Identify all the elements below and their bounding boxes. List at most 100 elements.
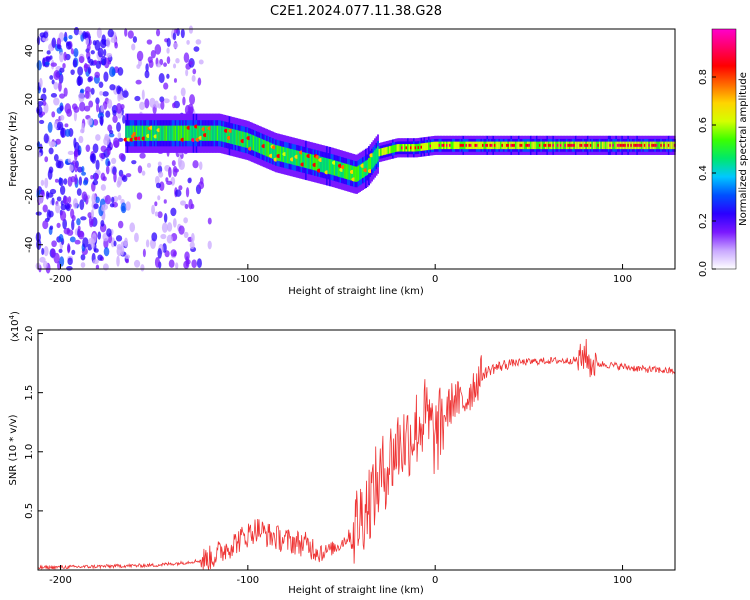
heatmap-noise-cell bbox=[44, 177, 49, 189]
heatmap-noise-cell bbox=[83, 179, 88, 186]
heatmap-noise-cell bbox=[59, 256, 65, 267]
heatmap-band-cell bbox=[257, 137, 260, 153]
heatmap-band-cell bbox=[553, 141, 556, 150]
heatmap-peak-cell bbox=[583, 143, 586, 147]
heatmap-noise-cell bbox=[66, 227, 71, 234]
heatmap-noise-cell bbox=[207, 217, 212, 225]
heatmap-peak-cell bbox=[571, 143, 574, 147]
heatmap-band-cell bbox=[498, 141, 501, 150]
heatmap-noise-cell bbox=[70, 48, 74, 55]
heatmap-noise-cell bbox=[74, 148, 78, 157]
heatmap-band-cell bbox=[183, 125, 186, 141]
heatmap-band-cell bbox=[291, 149, 294, 165]
heatmap-noise-cell bbox=[172, 42, 179, 49]
heatmap-band-cell bbox=[252, 135, 255, 151]
heatmap-band-cell bbox=[582, 141, 585, 150]
heatmap-band-cell bbox=[666, 141, 669, 150]
heatmap-noise-cell bbox=[154, 201, 158, 207]
heatmap-noise-cell bbox=[68, 35, 73, 40]
heatmap-noise-cell bbox=[173, 63, 177, 69]
heatmap-peak-cell bbox=[490, 143, 493, 147]
heatmap-noise-cell bbox=[74, 239, 81, 245]
heatmap-noise-cell bbox=[166, 73, 170, 79]
heatmap-noise-cell bbox=[58, 248, 63, 254]
heatmap-band-cell bbox=[321, 157, 324, 173]
heatmap-noise-cell bbox=[127, 30, 134, 39]
heatmap-band-cell bbox=[437, 141, 439, 150]
heatmap-band-cell bbox=[176, 125, 179, 141]
heatmap-noise-cell bbox=[37, 101, 44, 107]
heatmap-noise-cell bbox=[56, 196, 62, 202]
heatmap-band-cell bbox=[425, 142, 427, 151]
heatmap-band-cell bbox=[360, 163, 363, 179]
heatmap-noise-cell bbox=[73, 106, 80, 113]
heatmap-noise-cell bbox=[91, 193, 96, 205]
heatmap-band-cell bbox=[260, 138, 263, 154]
heatmap-frame bbox=[37, 28, 676, 270]
heatmap-y-tick-label: 0 bbox=[24, 145, 35, 151]
heatmap-noise-cell bbox=[183, 217, 188, 224]
heatmap-noise-cell bbox=[170, 207, 177, 217]
heatmap-band-cell bbox=[342, 162, 345, 179]
heatmap-noise-cell bbox=[187, 177, 192, 184]
heatmap-noise-cell bbox=[133, 259, 141, 268]
heatmap-band-cell bbox=[447, 141, 450, 150]
heatmap-noise-cell bbox=[117, 132, 122, 139]
heatmap-noise-cell bbox=[163, 98, 170, 104]
heatmap-band-cell bbox=[243, 132, 246, 148]
heatmap-noise-cell bbox=[198, 161, 203, 171]
heatmap-noise-cell bbox=[87, 66, 92, 75]
heatmap-noise-cell bbox=[59, 51, 64, 63]
heatmap-band-cell bbox=[454, 141, 457, 150]
heatmap-noise-cell bbox=[80, 254, 86, 261]
heatmap-noise-cell bbox=[93, 203, 99, 210]
heatmap-band-cell bbox=[198, 125, 201, 141]
heatmap-noise-cell bbox=[70, 69, 75, 75]
heatmap-noise-cell bbox=[102, 91, 109, 97]
heatmap-band-cell bbox=[338, 161, 340, 177]
heatmap-band-cell bbox=[628, 141, 631, 150]
heatmap-band-cell bbox=[508, 141, 511, 150]
heatmap-noise-cell bbox=[53, 252, 60, 264]
heatmap-band-cell bbox=[258, 137, 261, 154]
heatmap-band-cell bbox=[323, 157, 326, 173]
heatmap-peak-cell bbox=[586, 143, 589, 147]
heatmap-noise-cell bbox=[145, 239, 150, 248]
heatmap-noise-cell bbox=[67, 196, 72, 204]
heatmap-band-cell bbox=[428, 142, 430, 150]
snr-x-tick-label: -200 bbox=[49, 575, 72, 586]
heatmap-band-cell bbox=[541, 141, 544, 150]
heatmap-noise-cell bbox=[157, 195, 161, 201]
heatmap-peak-cell bbox=[468, 143, 471, 147]
heatmap-peak-cell bbox=[621, 143, 624, 147]
heatmap-noise-cell bbox=[46, 50, 51, 55]
heatmap-band-cell bbox=[625, 141, 628, 150]
heatmap-peak-cell bbox=[414, 146, 417, 150]
heatmap-peak-cell bbox=[543, 143, 546, 147]
heatmap-band-cell bbox=[550, 141, 553, 150]
heatmap-noise-cell bbox=[83, 62, 88, 73]
heatmap-noise-cell bbox=[92, 143, 99, 154]
heatmap-noise-cell bbox=[107, 99, 113, 109]
heatmap-band-cell bbox=[431, 142, 433, 150]
heatmap-band-cell bbox=[167, 125, 170, 141]
heatmap-noise-cell bbox=[166, 47, 170, 54]
heatmap-peak-cell bbox=[446, 143, 448, 147]
heatmap-band-cell bbox=[267, 141, 270, 158]
heatmap-band-cell bbox=[537, 141, 540, 150]
heatmap-band-cell bbox=[324, 157, 327, 174]
heatmap-noise-cell bbox=[56, 44, 62, 50]
heatmap-band-cell bbox=[504, 141, 507, 150]
heatmap-band-cell bbox=[502, 141, 505, 150]
heatmap-noise-cell bbox=[140, 264, 145, 272]
heatmap-band-cell bbox=[272, 143, 275, 159]
heatmap-noise-cell bbox=[120, 241, 128, 247]
heatmap-noise-cell bbox=[146, 39, 153, 45]
heatmap-peak-cell bbox=[469, 143, 472, 147]
heatmap-noise-cell bbox=[113, 171, 117, 183]
heatmap-noise-cell bbox=[59, 105, 64, 111]
heatmap-band-cell bbox=[155, 125, 158, 141]
snr-x-ticks: -200 -100 0 100 bbox=[49, 565, 632, 586]
heatmap-peak-cell bbox=[544, 143, 547, 147]
